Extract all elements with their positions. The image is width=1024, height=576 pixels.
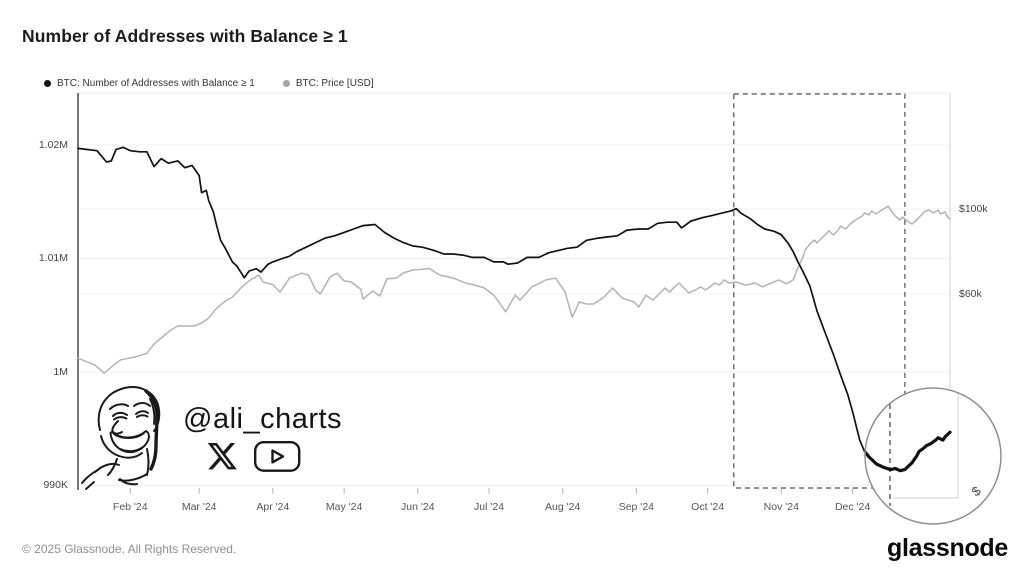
x-tick-label: Sep '24 [618, 501, 655, 513]
x-tick-label: Dec '24 [834, 501, 871, 513]
x-tick-label: Aug '24 [545, 501, 581, 513]
legend: BTC: Number of Addresses with Balance ≥ … [44, 78, 374, 89]
ali-face-sketch-icon [81, 386, 161, 490]
y-tick-label-left: 1.01M [38, 252, 68, 264]
x-tick-label: Jun '24 [401, 501, 435, 513]
gridlines [78, 144, 950, 486]
y-tick-label-right: $100k [959, 202, 988, 215]
highlight-box [733, 93, 906, 489]
x-tick-label: Mar '24 [181, 501, 217, 513]
x-tick-label: May '24 [325, 501, 363, 513]
footer-copyright: © 2025 Glassnode. All Rights Reserved. [22, 542, 237, 556]
y-tick-label-left: 1M [53, 365, 68, 378]
x-tick-label: Oct '24 [691, 501, 725, 513]
x-axis-tick-marks [129, 488, 854, 494]
magnifier-backdrop [865, 388, 1001, 524]
legend-item-addresses: BTC: Number of Addresses with Balance ≥ … [44, 78, 255, 89]
legend-label: BTC: Price [USD] [295, 78, 374, 89]
magnifier-circle [864, 387, 1002, 525]
x-tick-label: Nov '24 [763, 501, 799, 513]
x-tick-label: Apr '24 [256, 501, 290, 513]
magnifier-line [865, 430, 952, 473]
watermark-handle: @ali_charts [183, 403, 343, 435]
legend-item-price: BTC: Price [USD] [282, 78, 374, 89]
y-tick-label-left: 990K [43, 479, 68, 491]
addresses-series-marker-icon [44, 80, 51, 87]
price-line [77, 205, 951, 374]
price-series-marker-icon [282, 80, 290, 87]
x-logo-icon [207, 443, 237, 470]
page-title: Number of Addresses with Balance ≥ 1 [22, 26, 348, 46]
addresses-line [77, 146, 951, 472]
magnifier-content [865, 388, 959, 506]
x-tick-label: Feb '24 [112, 501, 148, 513]
y-tick-label-left: 1.02M [38, 138, 68, 151]
y-tick-label-right: $60k [959, 287, 982, 300]
glassnode-logo: glassnode [887, 534, 1008, 562]
x-tick-label: Jul '24 [474, 501, 505, 513]
legend-label: BTC: Number of Addresses with Balance ≥ … [57, 78, 255, 89]
youtube-logo-icon [254, 441, 301, 472]
